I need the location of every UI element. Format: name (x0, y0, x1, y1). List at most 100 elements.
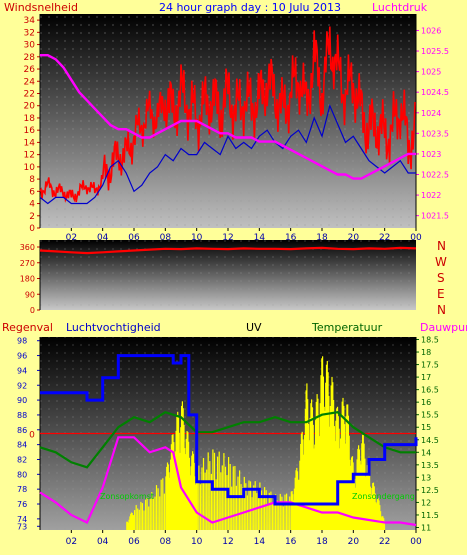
uv-bar (380, 511, 382, 530)
uv-bar (239, 470, 241, 530)
uv-bar (149, 498, 151, 530)
left-tick-label: 4 (29, 200, 35, 210)
humidity-tick-label: 74 (17, 515, 27, 524)
x-tick-label: 20 (348, 537, 360, 547)
uv-bar (343, 405, 345, 530)
uv-bar (249, 481, 252, 530)
uv-bar (309, 417, 311, 530)
temperature-label: Temperatuur (311, 321, 383, 334)
uv-bar (143, 510, 145, 530)
uv-bar (367, 462, 369, 530)
left-tick-label: 2 (29, 212, 35, 222)
uv-bar (195, 484, 197, 530)
uv-bar (347, 404, 349, 530)
uv-bar (248, 480, 250, 530)
uv-bar (141, 503, 143, 530)
temp-tick-label: 14.5 (421, 436, 439, 445)
uv-bar (155, 485, 158, 530)
uv-bar (318, 414, 320, 530)
uv-bar (287, 504, 289, 530)
uv-bar (182, 408, 184, 530)
uv-bar (316, 394, 318, 530)
uv-bar (333, 400, 335, 530)
uv-bar (191, 455, 193, 530)
pressure-line (40, 54, 416, 180)
uv-bar (196, 467, 198, 530)
humidity-line (40, 354, 418, 506)
uv-bar (279, 493, 281, 530)
uv-bar (300, 433, 302, 530)
uv-bar (293, 500, 295, 530)
windspeed-label: Windsnelheid (4, 1, 78, 14)
uv-bar (193, 462, 195, 530)
uv-bar (165, 476, 167, 530)
uv-bar (301, 431, 303, 530)
pressure-label: Luchtdruk (372, 1, 428, 14)
temp-tick-label: 16.5 (421, 386, 439, 395)
right-tick-label: 1022 (421, 191, 441, 200)
uv-bar (293, 488, 295, 530)
uv-bar (166, 466, 168, 530)
uv-bar (325, 364, 328, 530)
uv-bar (344, 443, 346, 530)
left-tick-label: 28 (24, 53, 36, 63)
uv-bar (383, 521, 386, 530)
uv-bar (313, 448, 315, 530)
uv-bar (366, 465, 368, 530)
uv-bar (199, 484, 201, 530)
humidity-tick-label: 84 (17, 441, 27, 450)
left-tick-label: 8 (29, 175, 35, 185)
uv-bar (273, 499, 275, 530)
humidity-tick-label: 88 (17, 411, 27, 420)
wind-direction-line (39, 246, 417, 255)
uv-bar (353, 474, 355, 530)
uv-bar (134, 510, 136, 530)
uv-bar (342, 397, 344, 530)
uv-bar (340, 438, 342, 530)
left-tick-label: 10 (24, 163, 36, 173)
uv-bar (354, 478, 356, 530)
uv-bar (328, 395, 330, 530)
uv-bar (334, 441, 336, 530)
uv-bar (174, 458, 176, 530)
uv-bar (173, 442, 175, 530)
uv-bar (224, 466, 227, 530)
uv-bar (160, 479, 162, 530)
x-tick-label: 04 (97, 233, 109, 243)
uv-bar (284, 494, 286, 530)
temp-tick-label: 14 (421, 448, 431, 457)
uv-bar (209, 461, 211, 530)
uv-bar (368, 466, 370, 530)
uv-bar (373, 486, 375, 530)
uv-bar (221, 465, 223, 530)
uv-bar (168, 472, 170, 530)
uv-bar (207, 452, 209, 530)
uv-bar (204, 472, 206, 530)
uv-bar (351, 457, 353, 530)
uv-bar (201, 467, 203, 530)
uv-bar (299, 460, 301, 530)
uv-bar (346, 404, 348, 530)
uv-bar (363, 443, 365, 530)
uv-bar (300, 444, 302, 530)
uv-bar (246, 495, 248, 530)
uv-bar (129, 516, 131, 530)
x-tick-label: 22 (379, 233, 390, 243)
chart-title: 24 hour graph day : 10 Julu 2013 (159, 1, 341, 14)
x-tick-label: 10 (191, 233, 203, 243)
temp-tick-label: 13 (421, 473, 431, 482)
uv-bar (268, 492, 270, 530)
uv-bar (130, 513, 132, 530)
uv-bar (226, 475, 228, 530)
uv-bar (341, 401, 343, 530)
temp-tick-label: 13.5 (421, 461, 439, 470)
uv-bar (347, 415, 349, 530)
uv-bar (361, 443, 363, 530)
left-tick-label: 22 (24, 89, 35, 99)
dir-tick-label: 90 (25, 290, 35, 299)
uv-bar (181, 401, 183, 530)
uv-bar (185, 438, 187, 530)
uv-bar (127, 522, 129, 530)
dewpoint-label: Dauwpunt (420, 321, 467, 334)
